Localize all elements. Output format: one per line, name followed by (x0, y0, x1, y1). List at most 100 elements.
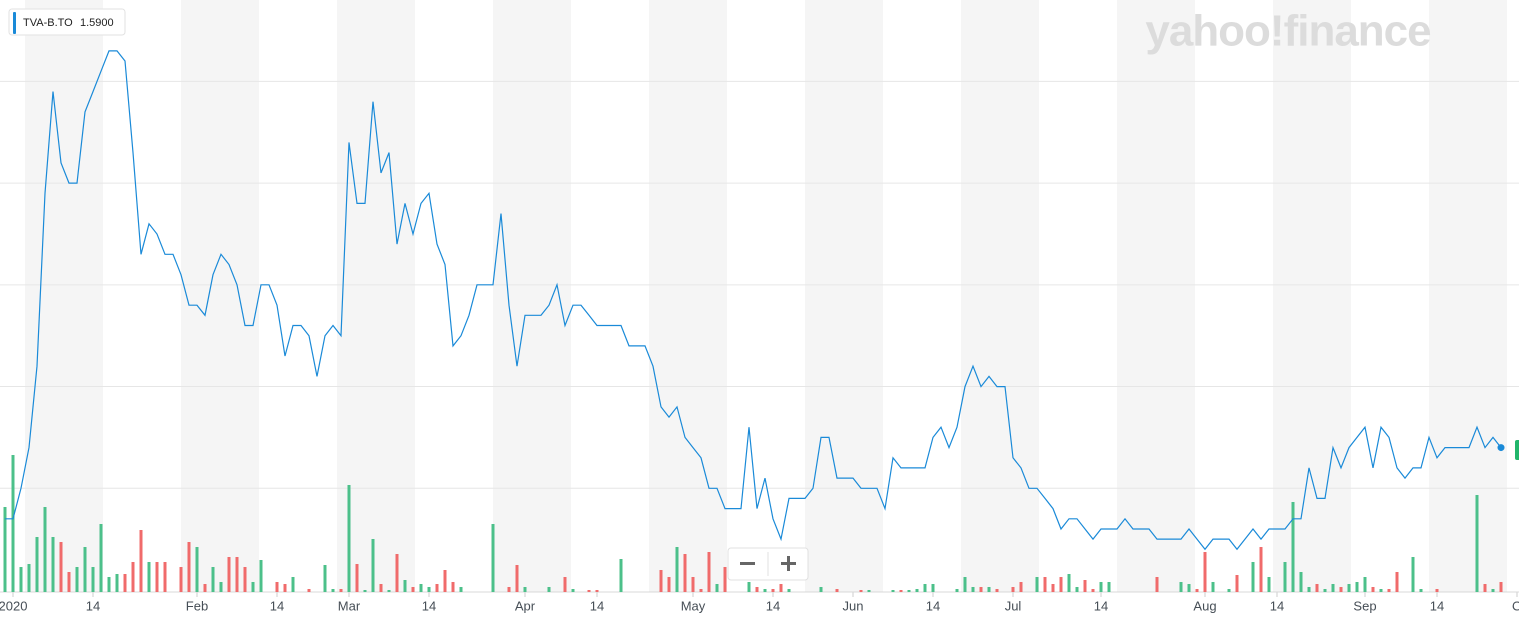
quote-marker (13, 12, 16, 34)
volume-bar (67, 572, 71, 592)
x-tick-label: 14 (1430, 598, 1444, 613)
volume-bar (1499, 582, 1503, 592)
volume-bar (867, 590, 871, 592)
volume-bar (1075, 587, 1079, 592)
volume-bar (1019, 582, 1023, 592)
zoom-control (727, 547, 809, 581)
x-tick-label: Sep (1353, 598, 1376, 613)
volume-bar (1235, 575, 1239, 592)
volume-bar (1107, 582, 1111, 592)
volume-bar (563, 577, 567, 592)
volume-bar (1483, 584, 1487, 592)
volume-bar (1491, 589, 1495, 592)
volume-bar (891, 590, 895, 592)
volume-bar (35, 537, 39, 592)
quote-box (8, 8, 126, 36)
x-tick-label: O (1512, 598, 1519, 613)
volume-bar (1347, 584, 1351, 592)
volume-bar (1227, 589, 1231, 592)
volume-bar (1283, 562, 1287, 592)
volume-bar (683, 554, 687, 592)
band (649, 0, 727, 592)
volume-bar (283, 584, 287, 592)
volume-bar (1475, 495, 1479, 592)
volume-bar (107, 577, 111, 592)
volume-bar (1091, 589, 1095, 592)
volume-bar (163, 562, 167, 592)
volume-bar (243, 567, 247, 592)
volume-bar (971, 587, 975, 592)
volume-bar (203, 584, 207, 592)
volume-bar (19, 567, 23, 592)
volume-bar (195, 547, 199, 592)
price-flag (1515, 440, 1519, 460)
zoom-out[interactable] (740, 562, 755, 565)
volume-bar (507, 587, 511, 592)
volume-bar (331, 589, 335, 592)
volume-bar (723, 567, 727, 592)
volume-bar (403, 580, 407, 592)
volume-bar (259, 560, 263, 592)
volume-bar (571, 589, 575, 592)
quote-price: 1.5900 (80, 17, 114, 29)
band (805, 0, 883, 592)
volume-bar (411, 587, 415, 592)
volume-bar (1187, 584, 1191, 592)
volume-bar (619, 559, 623, 592)
volume-bar (1411, 557, 1415, 592)
volume-bar (1299, 572, 1303, 592)
background-bands (25, 0, 1507, 592)
x-tick-label: Apr (515, 598, 536, 613)
volume-bar (1291, 502, 1295, 592)
volume-bar (147, 562, 151, 592)
volume-bar (291, 577, 295, 592)
volume-bar (1355, 582, 1359, 592)
volume-bar (707, 552, 711, 592)
volume-bar (155, 562, 159, 592)
volume-bar (763, 589, 767, 592)
volume-bar (1035, 577, 1039, 592)
volume-bar (363, 590, 367, 592)
volume-bar (435, 584, 439, 592)
volume-bar (931, 584, 935, 592)
volume-bar (323, 565, 327, 592)
volume-bar (51, 537, 55, 592)
volume-bar (963, 577, 967, 592)
volume-bar (547, 587, 551, 592)
volume-bar (691, 577, 695, 592)
volume-bar (227, 557, 231, 592)
volume-bar (1179, 582, 1183, 592)
volume-bar (915, 589, 919, 592)
volume-bar (459, 587, 463, 592)
volume-bar (491, 524, 495, 592)
volume-bar (699, 589, 703, 592)
x-tick-label: Aug (1193, 598, 1216, 613)
volume-bar (27, 564, 31, 592)
volume-bar (1323, 589, 1327, 592)
volume-bar (179, 567, 183, 592)
volume-bar (715, 584, 719, 592)
volume-bar (1195, 589, 1199, 592)
x-tick-label: 14 (270, 598, 284, 613)
volume-bar (123, 574, 127, 592)
volume-bar (443, 570, 447, 592)
volume-bar (1099, 582, 1103, 592)
volume-bar (1363, 577, 1367, 592)
x-tick-label: Mar (338, 598, 361, 613)
x-tick-label: 14 (422, 598, 436, 613)
volume-bar (59, 542, 63, 592)
volume-bar (379, 584, 383, 592)
x-tick-label: 14 (1094, 598, 1108, 613)
volume-bar (419, 584, 423, 592)
volume-bar (515, 565, 519, 592)
volume-bar (1203, 552, 1207, 592)
volume-bar (1043, 577, 1047, 592)
zoom-in-vertical[interactable] (787, 556, 790, 571)
x-tick-label: 14 (86, 598, 100, 613)
volume-bar (1011, 587, 1015, 592)
volume-bar (835, 589, 839, 592)
volume-bar (83, 547, 87, 592)
x-tick-label: 14 (766, 598, 780, 613)
volume-bar (747, 582, 751, 592)
